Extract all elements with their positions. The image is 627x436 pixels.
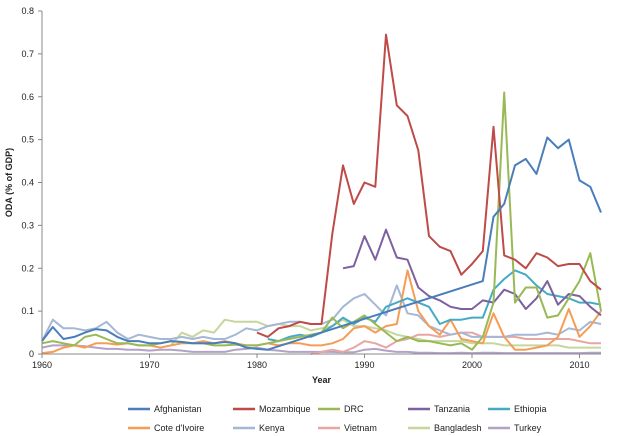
- legend-label: Cote d'Ivoire: [154, 423, 204, 433]
- y-tick-label: 0.1: [21, 306, 34, 316]
- y-tick-label: 0.7: [21, 49, 34, 59]
- x-tick-label: 2000: [462, 360, 482, 370]
- legend-item-mozambique: Mozambique: [233, 404, 311, 414]
- y-tick-label: 0: [29, 349, 34, 359]
- x-tick-label: 2010: [569, 360, 589, 370]
- x-axis-ticks: 1960 1970 1980 1990 2000 2010: [32, 354, 590, 370]
- x-tick-label: 1990: [354, 360, 374, 370]
- legend-label: Turkey: [514, 423, 542, 433]
- legend-item-afghanistan: Afghanistan: [128, 404, 202, 414]
- y-tick-label: 0.3: [21, 220, 34, 230]
- series-line-afghanistan: [41, 136, 602, 351]
- legend-item-turkey: Turkey: [488, 423, 542, 433]
- x-tick-label: 1970: [139, 360, 159, 370]
- y-tick-label: 0.2: [21, 263, 34, 273]
- legend-label: Bangladesh: [434, 423, 482, 433]
- legend-label: Vietnam: [344, 423, 377, 433]
- y-tick-label: 0.4: [21, 178, 34, 188]
- plot-area: [41, 33, 602, 355]
- y-tick-label: 0.6: [21, 92, 34, 102]
- legend-item-bangladesh: Bangladesh: [408, 423, 482, 433]
- series-line-drc: [41, 91, 602, 351]
- y-axis-title: ODA (% of GDP): [4, 148, 14, 217]
- series-line-mozambique: [256, 33, 602, 338]
- legend-label: Afghanistan: [154, 404, 202, 414]
- series-line-tanzania: [342, 228, 602, 317]
- legend-label: DRC: [344, 404, 364, 414]
- legend-label: Tanzania: [434, 404, 470, 414]
- legend-item-drc: DRC: [318, 404, 364, 414]
- x-axis-title: Year: [312, 375, 332, 385]
- y-axis-ticks: 0 0.1 0.2 0.3 0.4 0.5 0.6 0.7 0.8: [21, 6, 42, 359]
- series-line-bangladesh: [170, 318, 601, 349]
- y-tick-label: 0.5: [21, 135, 34, 145]
- x-tick-label: 1960: [32, 360, 52, 370]
- legend-item-tanzania: Tanzania: [408, 404, 470, 414]
- legend-item-vietnam: Vietnam: [318, 423, 377, 433]
- legend-item-ethiopia: Ethiopia: [488, 404, 547, 414]
- legend-item-cote-d-ivoire: Cote d'Ivoire: [128, 423, 204, 433]
- legend-label: Mozambique: [259, 404, 311, 414]
- y-tick-label: 0.8: [21, 6, 34, 16]
- legend: Afghanistan Mozambique DRC Tanzania Ethiopia…: [128, 404, 547, 433]
- legend-item-kenya: Kenya: [233, 423, 285, 433]
- legend-label: Kenya: [259, 423, 285, 433]
- axes: [41, 11, 601, 355]
- legend-label: Ethiopia: [514, 404, 547, 414]
- x-tick-label: 1980: [247, 360, 267, 370]
